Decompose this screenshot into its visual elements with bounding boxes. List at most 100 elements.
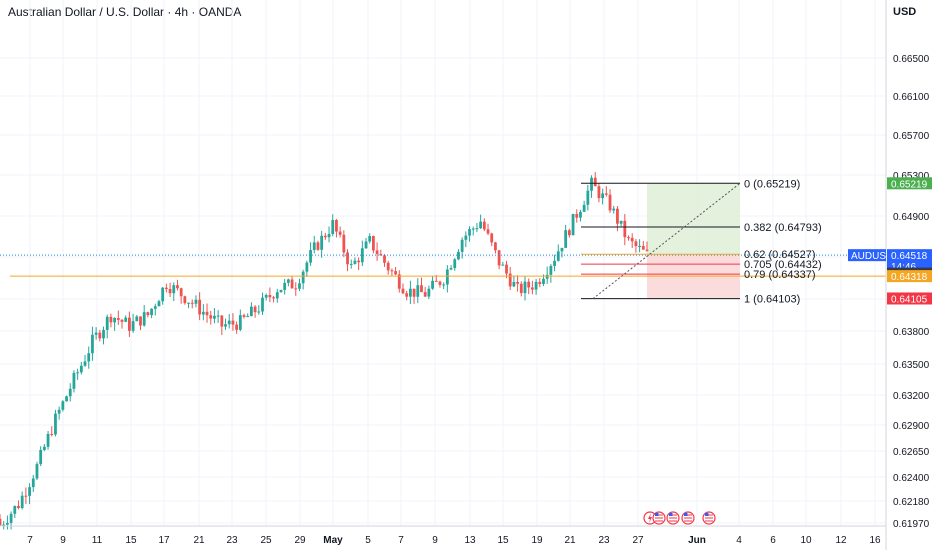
candle-body — [172, 285, 176, 294]
candle-body — [46, 433, 50, 447]
time-tick-label: 7 — [398, 535, 404, 546]
candle-body — [83, 361, 87, 366]
symbol-tag: AUDUSD — [851, 251, 893, 262]
candle-body — [601, 193, 605, 199]
candle-body — [209, 315, 213, 319]
candle-body — [105, 316, 109, 330]
candle-body — [479, 221, 483, 229]
candle-body — [98, 332, 102, 339]
candle-body — [582, 204, 586, 212]
candle-body — [523, 281, 527, 294]
candle-body — [575, 213, 579, 218]
time-tick-label: 29 — [294, 535, 306, 546]
candle-body — [364, 241, 368, 249]
candle-body — [54, 413, 57, 435]
candle-body — [434, 280, 438, 282]
price-tick-label: 0.64900 — [893, 212, 930, 223]
price-tags: 0.65219AUDUSD0.6451814:460.643420.643180… — [848, 177, 932, 305]
candle-body — [294, 288, 298, 290]
candle-body — [312, 242, 316, 251]
candle-body — [457, 251, 460, 260]
candle-body — [238, 315, 242, 330]
candle-body — [564, 230, 568, 248]
candle-body — [634, 241, 638, 247]
candle-body — [468, 229, 471, 236]
price-axis[interactable]: 0.66500 0.66100 0.65700 0.65300 0.64900 0.645… — [893, 54, 930, 530]
candle-body — [616, 208, 619, 224]
candle-body — [72, 372, 76, 389]
price-tag-64105-bg — [887, 292, 932, 305]
candle-body — [445, 269, 449, 285]
candle-body — [349, 263, 353, 265]
candle-body — [5, 522, 9, 525]
candle-body — [253, 306, 257, 313]
candle-body — [331, 220, 335, 235]
price-tick-label: 0.61970 — [893, 519, 930, 530]
candle-body — [246, 316, 250, 318]
candle-body — [486, 229, 490, 234]
candle-body — [2, 524, 6, 526]
time-tick-label: 15 — [497, 535, 509, 546]
candle-body — [220, 315, 224, 327]
fib0-price-tag-bg — [887, 177, 932, 190]
candle-body — [9, 513, 13, 523]
candle-body — [153, 306, 157, 309]
fib-level-label: 0.79 (0.64337) — [744, 269, 816, 281]
candle-body — [545, 274, 549, 279]
candle-body — [28, 487, 31, 496]
candle-body — [39, 449, 43, 465]
price-tick-label: 0.63200 — [893, 391, 930, 402]
time-tick-label: 16 — [869, 535, 881, 546]
lightning-glyph — [648, 513, 652, 523]
candle-body — [65, 396, 68, 402]
time-tick-label: 27 — [632, 535, 644, 546]
candle-body — [538, 281, 542, 285]
price-tick-label: 0.62900 — [893, 421, 930, 432]
candle-body — [0, 518, 2, 526]
candle-body — [505, 264, 508, 274]
price-tag-64318: 0.64318 — [891, 272, 928, 283]
candle-body — [560, 247, 564, 252]
time-tick-label: 5 — [365, 535, 371, 546]
candle-body — [508, 273, 512, 287]
candle-body — [261, 297, 264, 312]
candle-body — [460, 239, 464, 252]
price-tick-label: 0.62400 — [893, 473, 930, 484]
candle-body — [645, 249, 649, 251]
candle-body — [201, 311, 205, 315]
candle-body — [194, 299, 198, 304]
candle-body — [102, 329, 105, 339]
candle-body — [272, 297, 275, 299]
candle-body — [383, 255, 386, 263]
candle-body — [79, 365, 83, 373]
candle-body — [335, 220, 338, 232]
time-tick-label: 19 — [531, 535, 543, 546]
candle-body — [368, 236, 372, 242]
candle-body — [298, 283, 301, 289]
price-tick-label: 0.65700 — [893, 131, 930, 142]
candle-body — [353, 260, 357, 264]
candle-body — [593, 177, 597, 187]
candle-body — [213, 315, 216, 319]
candle-body — [250, 306, 253, 317]
candle-body — [527, 281, 531, 288]
candle-body — [590, 177, 593, 191]
candle-body — [161, 287, 165, 302]
candle-body — [35, 464, 39, 479]
candle-body — [501, 264, 505, 266]
candle-body — [190, 302, 194, 304]
candle-body — [464, 235, 468, 240]
economic-events[interactable] — [643, 511, 716, 525]
candle-body — [579, 211, 582, 218]
candle-body — [342, 234, 346, 253]
currency-button[interactable]: USD — [893, 6, 917, 18]
price-tick-label: 0.63500 — [893, 360, 930, 371]
candle-body — [427, 288, 431, 297]
price-tick-label: 0.63800 — [893, 327, 930, 338]
time-axis[interactable]: 7 9 11 15 17 21 23 25 29 May 5 7 9 13 15 19 21 23 27 Jun 4 6 1… — [27, 535, 881, 546]
time-tick-label: 4 — [736, 535, 742, 546]
symbol-tag-bg — [848, 249, 886, 262]
candle-body — [372, 236, 375, 251]
candle-body — [482, 221, 486, 230]
